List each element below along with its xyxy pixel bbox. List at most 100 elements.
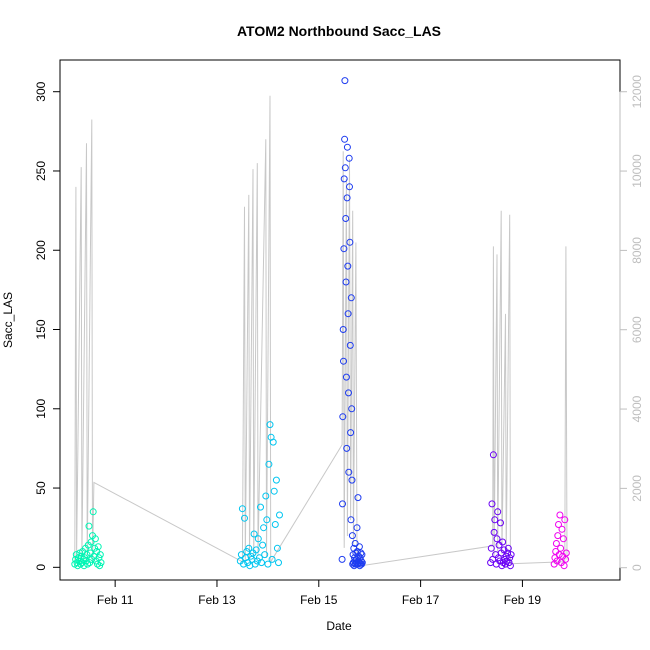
y-tick-label: 150 (34, 319, 48, 339)
data-point (265, 460, 273, 468)
x-tick-label: Feb 19 (504, 593, 542, 607)
x-tick-label: Feb 11 (97, 593, 134, 607)
data-point (344, 262, 352, 270)
data-point (506, 554, 514, 562)
data-point (558, 525, 566, 533)
data-point (94, 543, 102, 551)
data-point (556, 511, 564, 519)
y-tick-label: 200 (34, 240, 48, 260)
data-point (270, 487, 278, 495)
data-point (342, 373, 350, 381)
data-point (97, 559, 105, 567)
x-tick-label: Feb 17 (402, 593, 440, 607)
data-point (264, 560, 272, 568)
data-point (338, 555, 346, 563)
data-point (354, 494, 362, 502)
data-point (557, 544, 565, 552)
data-point (275, 559, 282, 567)
data-point (506, 562, 514, 570)
y2-tick-label: 12000 (630, 75, 644, 109)
data-point (254, 535, 262, 543)
data-point (272, 476, 280, 484)
data-point (345, 154, 353, 162)
data-point (252, 546, 260, 554)
data-point (343, 194, 351, 202)
data-point (343, 143, 351, 151)
y2-tick-label: 8000 (630, 237, 644, 264)
x-tick-label: Feb 13 (198, 593, 236, 607)
x-axis: Feb 11 Feb 13 Feb 15 Feb 17 Feb 19 (97, 579, 542, 607)
data-point (560, 562, 568, 570)
data-point (84, 560, 92, 568)
data-point (347, 429, 355, 437)
data-point (341, 77, 349, 85)
data-point (259, 541, 267, 549)
y-tick-label: 0 (34, 564, 48, 571)
data-point (340, 175, 348, 183)
data-point (96, 551, 104, 559)
data-point (245, 544, 253, 552)
data-point (268, 555, 276, 563)
y-axis-label: Sacc_LAS (1, 292, 15, 348)
data-point (487, 544, 495, 552)
data-point (348, 532, 356, 540)
data-point (257, 503, 264, 511)
data-point (346, 238, 354, 246)
data-point (271, 521, 279, 528)
data-point (488, 500, 496, 508)
data-point (347, 516, 355, 524)
data-point (340, 357, 347, 365)
data-point (240, 560, 247, 568)
data-point (262, 492, 270, 500)
y2-tick-label: 10000 (630, 154, 644, 188)
data-point (263, 516, 271, 524)
chart-title: ATOM2 Northbound Sacc_LAS (237, 23, 441, 39)
data-point (85, 522, 93, 530)
data-point (266, 421, 274, 429)
data-point (555, 521, 562, 528)
y2-tick-label: 0 (630, 564, 644, 571)
y2-tick-label: 2000 (630, 475, 644, 502)
data-point (269, 438, 277, 446)
data-point (502, 552, 510, 560)
data-point (358, 559, 366, 567)
x-axis-label: Date (326, 619, 352, 633)
data-point (554, 532, 562, 540)
data-point (346, 341, 354, 349)
data-point (561, 516, 569, 524)
data-point (238, 505, 246, 513)
data-point (343, 444, 351, 452)
data-point (357, 549, 365, 557)
data-point (250, 530, 258, 538)
data-point (562, 549, 570, 557)
data-point (346, 183, 353, 191)
data-point (493, 535, 501, 543)
data-point (341, 135, 349, 143)
y2-axis: 0 2000 4000 6000 8000 10000 12000 (619, 75, 644, 571)
data-point (345, 468, 353, 476)
x-tick-label: Feb 15 (300, 593, 338, 607)
data-point (339, 413, 347, 421)
data-point (348, 405, 356, 413)
data-point (261, 551, 269, 559)
data-point (342, 215, 350, 222)
y-tick-label: 300 (34, 81, 48, 101)
data-point (83, 551, 91, 559)
y2-tick-label: 6000 (630, 316, 644, 343)
data-point (91, 535, 99, 543)
data-point (344, 310, 352, 318)
y-axis: 0 50 100 150 200 250 300 (34, 81, 61, 571)
data-point (553, 557, 561, 565)
data-point (555, 551, 563, 559)
data-point (347, 294, 355, 302)
data-point (340, 245, 348, 253)
data-point (489, 451, 497, 459)
points-layer (71, 77, 570, 570)
data-point (353, 524, 361, 532)
data-point (339, 500, 346, 508)
data-point (504, 544, 512, 552)
data-point (494, 508, 502, 516)
data-point (258, 559, 265, 567)
data-point (94, 560, 101, 568)
